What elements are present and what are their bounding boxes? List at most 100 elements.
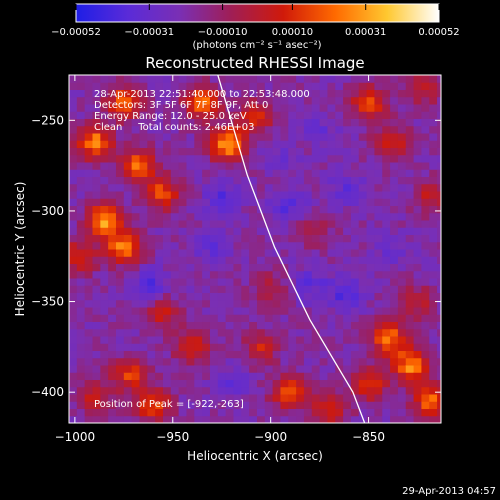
heatmap-cell <box>264 343 274 351</box>
heatmap-cell <box>405 96 415 105</box>
heatmap-cell <box>350 256 360 264</box>
heatmap-cell <box>288 96 297 105</box>
heatmap-cell <box>319 140 328 148</box>
heatmap-cell <box>382 307 391 315</box>
heatmap-cell <box>139 256 148 264</box>
heatmap-cell <box>390 408 399 417</box>
heatmap-cell <box>202 350 211 359</box>
heatmap-cell <box>421 205 430 214</box>
heatmap-cell <box>421 169 430 177</box>
heatmap-cell <box>382 372 391 380</box>
heatmap-cell <box>256 307 266 315</box>
heatmap-cell <box>343 227 352 235</box>
heatmap-cell <box>108 162 117 170</box>
heatmap-cell <box>335 191 344 199</box>
heatmap-cell <box>92 321 101 330</box>
heatmap-cell <box>397 292 407 301</box>
heatmap-cell <box>69 292 78 301</box>
heatmap-cell <box>311 379 321 388</box>
x-tick-label: −900 <box>254 430 287 444</box>
heatmap-cell <box>382 256 391 264</box>
heatmap-cell <box>319 343 328 351</box>
heatmap-cell <box>358 321 368 330</box>
heatmap-cell <box>390 183 399 192</box>
heatmap-cell <box>272 234 281 243</box>
heatmap-cell <box>92 89 101 98</box>
heatmap-cell <box>108 176 117 185</box>
heatmap-cell <box>147 183 156 192</box>
heatmap-cell <box>225 205 234 214</box>
heatmap-cell <box>233 336 242 344</box>
heatmap-cell <box>311 133 321 141</box>
heatmap-cell <box>186 350 195 359</box>
heatmap-cell <box>264 278 274 286</box>
heatmap-cell <box>335 212 344 221</box>
heatmap-cell <box>84 336 93 344</box>
heatmap-cell <box>280 278 289 286</box>
heatmap-cell <box>390 234 399 243</box>
heatmap-cell <box>76 307 86 315</box>
heatmap-cell <box>147 104 156 112</box>
heatmap-cell <box>327 104 336 112</box>
heatmap-cell <box>131 357 140 366</box>
heatmap-cell <box>366 307 375 315</box>
heatmap-cell <box>162 212 172 221</box>
heatmap-cell <box>358 292 368 301</box>
heatmap-cell <box>296 328 305 337</box>
heatmap-cell <box>139 241 148 250</box>
heatmap-cell <box>335 285 344 293</box>
heatmap-cell <box>311 234 321 243</box>
heatmap-cell <box>303 336 313 344</box>
heatmap-cell <box>186 227 195 235</box>
heatmap-cell <box>413 336 422 344</box>
heatmap-cell <box>162 227 172 235</box>
heatmap-cell <box>280 256 289 264</box>
heatmap-cell <box>264 285 274 293</box>
heatmap-cell <box>155 350 164 359</box>
heatmap-cell <box>147 292 156 301</box>
heatmap-cell <box>186 270 195 279</box>
heatmap-cell <box>92 111 101 119</box>
heatmap-cell <box>296 336 305 344</box>
heatmap-cell <box>170 147 180 156</box>
heatmap-cell <box>319 307 328 315</box>
heatmap-cell <box>335 147 344 156</box>
heatmap-cell <box>311 154 321 163</box>
heatmap-cell <box>382 205 391 214</box>
heatmap-cell <box>233 299 242 308</box>
heatmap-cell <box>327 299 336 308</box>
heatmap-cell <box>296 292 305 301</box>
heatmap-cell <box>413 162 422 170</box>
heatmap-cell <box>249 96 258 105</box>
heatmap-cell <box>202 401 211 409</box>
heatmap-cell <box>92 154 101 163</box>
heatmap-cell <box>108 285 117 293</box>
heatmap-cell <box>335 154 344 163</box>
heatmap-cell <box>421 350 430 359</box>
heatmap-cell <box>233 220 242 228</box>
heatmap-cell <box>170 249 180 257</box>
heatmap-cell <box>115 140 125 148</box>
heatmap-cell <box>303 249 313 257</box>
heatmap-cell <box>131 75 140 83</box>
heatmap-cell <box>296 321 305 330</box>
heatmap-cell <box>115 357 125 366</box>
heatmap-cell <box>429 270 438 279</box>
heatmap-cell <box>296 212 305 221</box>
heatmap-cell <box>303 241 313 250</box>
heatmap-cell <box>123 104 133 112</box>
heatmap-cell <box>249 176 258 185</box>
heatmap-cell <box>421 270 430 279</box>
heatmap-cell <box>108 256 117 264</box>
heatmap-cell <box>296 140 305 148</box>
heatmap-cell <box>264 241 274 250</box>
heatmap-cell <box>288 125 297 134</box>
heatmap-cell <box>296 379 305 388</box>
heatmap-cell <box>186 321 195 330</box>
heatmap-cell <box>139 169 148 177</box>
heatmap-cell <box>374 140 383 148</box>
heatmap-cell <box>155 96 164 105</box>
heatmap-cell <box>405 357 415 366</box>
heatmap-cell <box>256 263 266 272</box>
heatmap-cell <box>115 234 125 243</box>
